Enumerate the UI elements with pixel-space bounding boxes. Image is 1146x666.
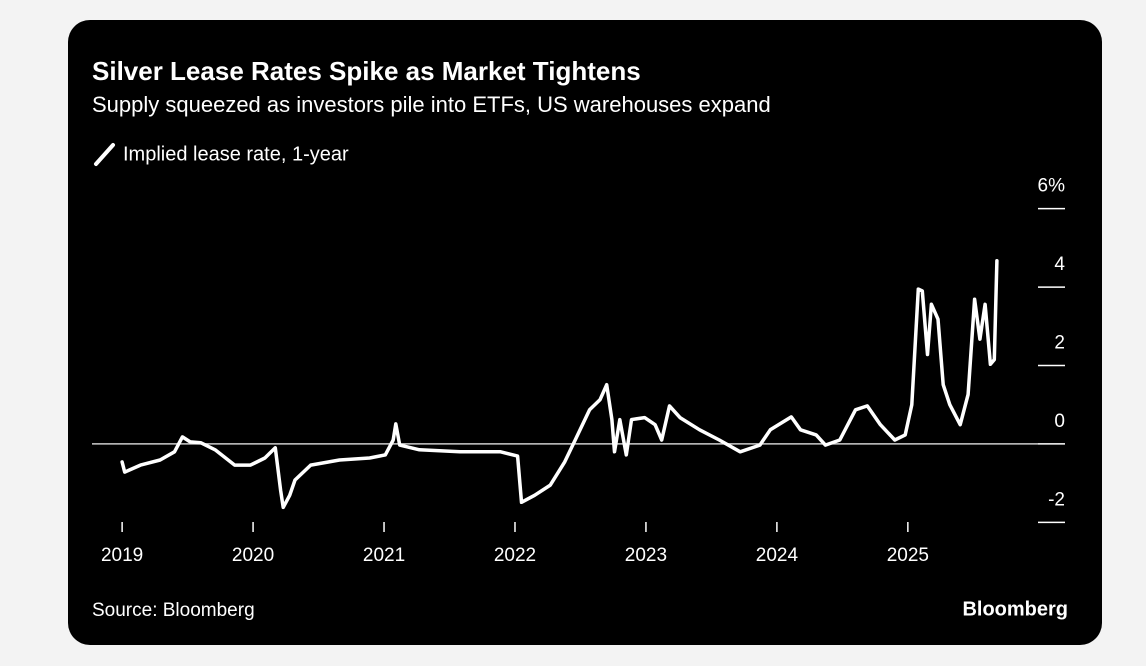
x-tick-label: 2025 (887, 545, 929, 566)
y-tick-label: 6% (1038, 176, 1066, 197)
x-tick-label: 2019 (101, 545, 143, 566)
source-note: Source: Bloomberg (92, 600, 255, 621)
chart-subtitle: Supply squeezed as investors pile into E… (92, 92, 771, 117)
x-tick-label: 2024 (756, 545, 799, 566)
x-tick-label: 2021 (363, 545, 405, 566)
card (68, 20, 1102, 645)
x-tick-label: 2023 (625, 545, 667, 566)
data-line (120, 259, 999, 510)
y-tick-label: -2 (1048, 489, 1065, 510)
x-tick-label: 2022 (494, 545, 536, 566)
legend-swatch (94, 143, 115, 166)
legend-label: Implied lease rate, 1-year (123, 143, 349, 165)
y-tick-label: 2 (1054, 333, 1065, 354)
chart-title: Silver Lease Rates Spike as Market Tight… (92, 56, 641, 86)
x-tick-label: 2020 (232, 545, 274, 566)
y-tick-label: 0 (1054, 411, 1065, 432)
brand-logo: Bloomberg (962, 598, 1068, 620)
y-tick-label: 4 (1054, 254, 1065, 275)
